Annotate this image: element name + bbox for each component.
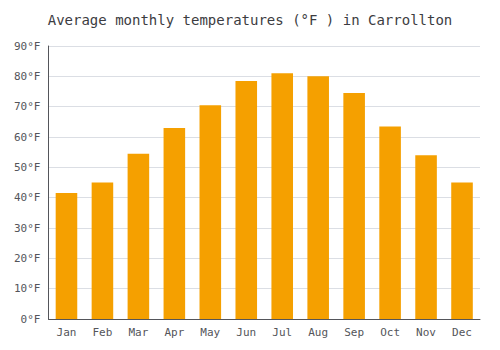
svg-text:60°F: 60°F [14, 131, 41, 144]
svg-text:70°F: 70°F [14, 100, 41, 113]
svg-text:Jul: Jul [272, 326, 292, 339]
svg-text:Apr: Apr [164, 326, 184, 339]
svg-text:Jun: Jun [236, 326, 256, 339]
svg-text:90°F: 90°F [14, 40, 41, 53]
svg-text:Jan: Jan [57, 326, 77, 339]
svg-text:Oct: Oct [380, 326, 400, 339]
svg-text:Sep: Sep [344, 326, 364, 339]
svg-text:Feb: Feb [92, 326, 112, 339]
svg-text:Dec: Dec [452, 326, 472, 339]
svg-text:40°F: 40°F [14, 191, 41, 204]
svg-text:10°F: 10°F [14, 282, 41, 295]
svg-text:20°F: 20°F [14, 252, 41, 265]
svg-text:Aug: Aug [308, 326, 328, 339]
svg-text:80°F: 80°F [14, 70, 41, 83]
svg-text:Mar: Mar [128, 326, 148, 339]
svg-text:Nov: Nov [416, 326, 436, 339]
svg-text:Average monthly temperatures (: Average monthly temperatures (°F ) in Ca… [48, 12, 453, 28]
svg-text:May: May [200, 326, 220, 339]
svg-text:50°F: 50°F [14, 161, 41, 174]
svg-text:0°F: 0°F [21, 313, 41, 326]
svg-text:30°F: 30°F [14, 222, 41, 235]
